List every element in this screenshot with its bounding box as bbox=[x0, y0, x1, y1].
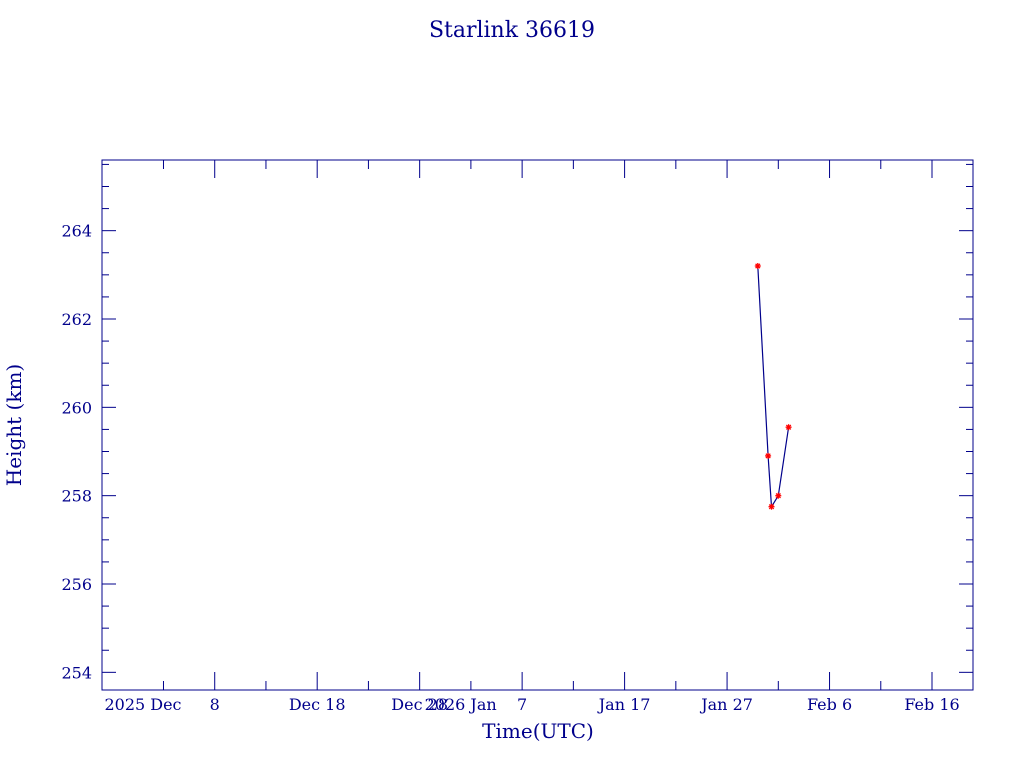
y-tick-label: 260 bbox=[61, 398, 92, 417]
y-tick-label: 262 bbox=[61, 310, 92, 329]
y-tick-label: 256 bbox=[61, 575, 92, 594]
y-tick-label: 258 bbox=[61, 487, 92, 506]
y-axis-title: Height (km) bbox=[2, 364, 26, 486]
data-point bbox=[754, 263, 761, 269]
data-point-star-stroke bbox=[775, 493, 781, 499]
data-point bbox=[775, 492, 782, 499]
x-tick-label: 2026 Jan bbox=[425, 695, 497, 714]
x-tick-label: Jan 17 bbox=[597, 695, 651, 714]
x-tick-label: 2025 Dec bbox=[104, 695, 181, 714]
y-tick-label: 254 bbox=[61, 663, 92, 682]
x-tick-label: Dec 28 bbox=[391, 695, 448, 714]
x-tick-label: 7 bbox=[517, 695, 527, 714]
x-tick-label: Feb 16 bbox=[904, 695, 959, 714]
x-tick-label: Feb 6 bbox=[807, 695, 852, 714]
series-layer bbox=[754, 263, 792, 510]
y-tick-label: 264 bbox=[61, 222, 92, 241]
x-tick-label: Dec 18 bbox=[289, 695, 346, 714]
series-line bbox=[757, 265, 790, 509]
data-point-star-stroke bbox=[765, 453, 771, 459]
data-point bbox=[765, 452, 772, 459]
y-axis-ticks: 254 256 258 260 262 264 bbox=[61, 163, 973, 682]
data-point-star-stroke bbox=[755, 263, 761, 269]
chart-title: Starlink 36619 bbox=[429, 18, 595, 43]
x-axis-title: Time(UTC) bbox=[482, 719, 594, 743]
x-tick-label: Jan 27 bbox=[699, 695, 753, 714]
data-point bbox=[785, 424, 792, 431]
plot-frame bbox=[101, 159, 974, 691]
data-point-star-stroke bbox=[785, 424, 792, 430]
x-tick-label: 8 bbox=[210, 695, 220, 714]
data-point-star-stroke bbox=[768, 504, 775, 510]
data-point bbox=[768, 503, 775, 510]
